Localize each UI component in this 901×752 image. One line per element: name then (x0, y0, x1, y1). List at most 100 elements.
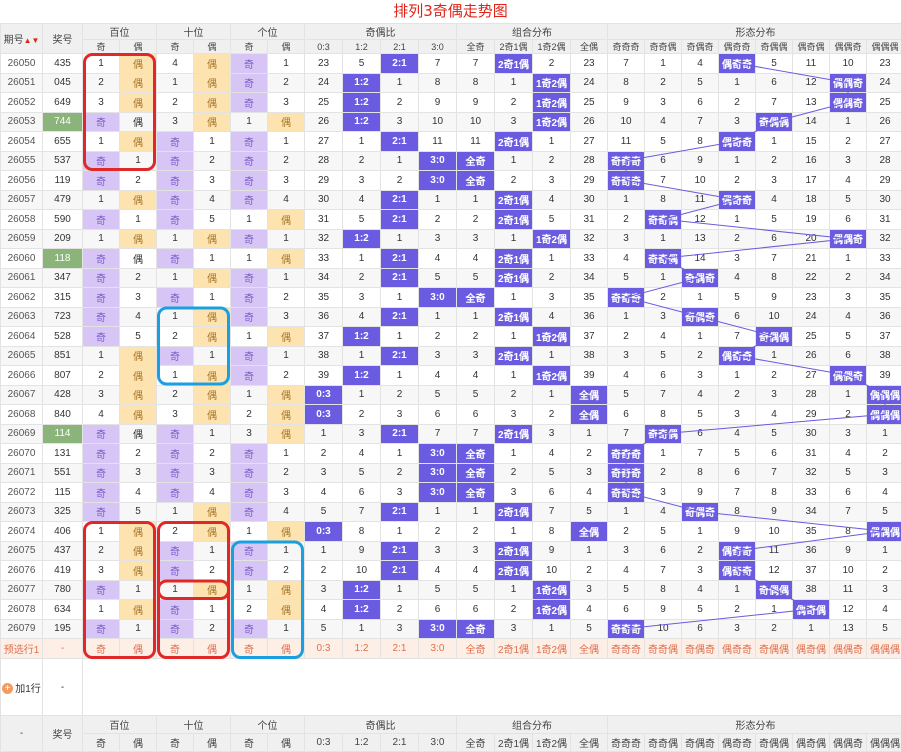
c-miss: 3 (457, 541, 495, 561)
c-miss: 3 (533, 171, 571, 191)
preselect-shape[interactable]: 偶偶奇 (830, 639, 867, 659)
award-number: 840 (43, 405, 83, 425)
c-hit: 2奇1偶 (495, 346, 533, 366)
r-hit: 1:2 (343, 600, 381, 620)
r-miss: 2 (343, 268, 381, 288)
f-miss: 34 (793, 502, 830, 522)
preselect-odd[interactable]: 奇 (83, 639, 120, 659)
plus-icon[interactable]: + (2, 683, 13, 694)
preselect-shape[interactable]: 偶偶偶 (867, 639, 901, 659)
f-miss: 5 (682, 73, 719, 93)
r-miss: 2 (305, 444, 343, 464)
f-miss: 1 (682, 327, 719, 347)
even-miss: 1 (268, 229, 305, 249)
sort-icon[interactable]: ▲▼ (24, 36, 40, 45)
issue-number: 26056 (1, 171, 43, 191)
issue-number: 26079 (1, 619, 43, 639)
c-hit: 全奇 (457, 151, 495, 171)
even-hit: 偶 (194, 502, 231, 522)
f-miss: 2 (830, 268, 867, 288)
preselect-shape[interactable]: 偶奇奇 (719, 639, 756, 659)
footer-group-header: 十位 (157, 716, 231, 734)
odd-miss: 1 (157, 366, 194, 386)
odd-hit: 奇 (83, 444, 120, 464)
preselect-even[interactable]: 偶 (194, 639, 231, 659)
c-miss: 1 (533, 249, 571, 269)
add-row-button[interactable]: +加1行 (1, 659, 43, 716)
even-miss: 2 (120, 268, 157, 288)
r-hit: 3:0 (419, 171, 457, 191)
odd-miss: 1 (83, 190, 120, 210)
even-miss: 1 (268, 132, 305, 152)
f-miss: 5 (719, 444, 756, 464)
footer-sub-header: 偶偶奇 (830, 734, 867, 752)
footer-sub-header: 奇偶奇 (682, 734, 719, 752)
preselect-odd[interactable]: 奇 (231, 639, 268, 659)
r-miss: 1 (381, 366, 419, 386)
issue-number: 26050 (1, 54, 43, 74)
award-number: 435 (43, 54, 83, 74)
f-miss: 1 (608, 190, 645, 210)
preselect-combo[interactable]: 全奇 (457, 639, 495, 659)
sub-header: 奇偶奇 (682, 40, 719, 54)
even-miss: 3 (268, 483, 305, 503)
r-miss: 7 (419, 424, 457, 444)
odd-hit: 奇 (231, 463, 268, 483)
c-miss: 4 (571, 600, 608, 620)
f-miss: 4 (645, 112, 682, 132)
f-miss: 6 (645, 366, 682, 386)
odd-miss: 1 (83, 54, 120, 74)
f-miss: 9 (719, 522, 756, 542)
preselect-shape[interactable]: 偶奇偶 (793, 639, 830, 659)
add-row-label[interactable]: 加1行 (15, 684, 41, 695)
even-miss: 1 (194, 541, 231, 561)
odd-miss: 3 (157, 112, 194, 132)
f-miss: 3 (830, 288, 867, 308)
even-miss: 1 (120, 151, 157, 171)
even-miss: 5 (120, 502, 157, 522)
issue-header[interactable]: 期号▲▼ (1, 24, 43, 54)
odd-hit: 奇 (157, 210, 194, 230)
f-miss: 2 (719, 93, 756, 113)
preselect-shape[interactable]: 奇偶偶 (756, 639, 793, 659)
r-miss: 2 (419, 210, 457, 230)
preselect-even[interactable]: 偶 (120, 639, 157, 659)
r-hit: 3:0 (419, 288, 457, 308)
preselect-shape[interactable]: 奇奇偶 (645, 639, 682, 659)
preselect-even[interactable]: 偶 (268, 639, 305, 659)
preselect-shape[interactable]: 奇奇奇 (608, 639, 645, 659)
odd-hit: 奇 (83, 327, 120, 347)
preselect-ratio[interactable]: 3:0 (419, 639, 457, 659)
preselect-combo[interactable]: 2奇1偶 (495, 639, 533, 659)
c-miss: 35 (571, 288, 608, 308)
preselect-ratio[interactable]: 1:2 (343, 639, 381, 659)
f-miss: 1 (719, 210, 756, 230)
f-miss: 6 (608, 600, 645, 620)
preselect-combo[interactable]: 全偶 (571, 639, 608, 659)
r-miss: 8 (343, 522, 381, 542)
even-hit: 偶 (194, 268, 231, 288)
odd-miss: 1 (157, 229, 194, 249)
f-miss: 13 (830, 619, 867, 639)
preselect-odd[interactable]: 奇 (157, 639, 194, 659)
f-miss: 9 (830, 541, 867, 561)
odd-miss: 1 (157, 268, 194, 288)
f-miss: 1 (756, 346, 793, 366)
f-hit: 奇奇奇 (608, 619, 645, 639)
odd-hit: 奇 (157, 171, 194, 191)
r-miss: 2 (381, 463, 419, 483)
r-hit: 0:3 (305, 405, 343, 425)
f-miss: 1 (682, 288, 719, 308)
award-number: 437 (43, 541, 83, 561)
odd-hit: 奇 (83, 463, 120, 483)
preselect-combo[interactable]: 1奇2偶 (533, 639, 571, 659)
f-miss: 2 (719, 171, 756, 191)
issue-number: 26063 (1, 307, 43, 327)
preselect-shape[interactable]: 奇偶奇 (682, 639, 719, 659)
preselect-ratio[interactable]: 0:3 (305, 639, 343, 659)
r-miss: 29 (305, 171, 343, 191)
f-miss: 22 (793, 268, 830, 288)
preselect-ratio[interactable]: 2:1 (381, 639, 419, 659)
